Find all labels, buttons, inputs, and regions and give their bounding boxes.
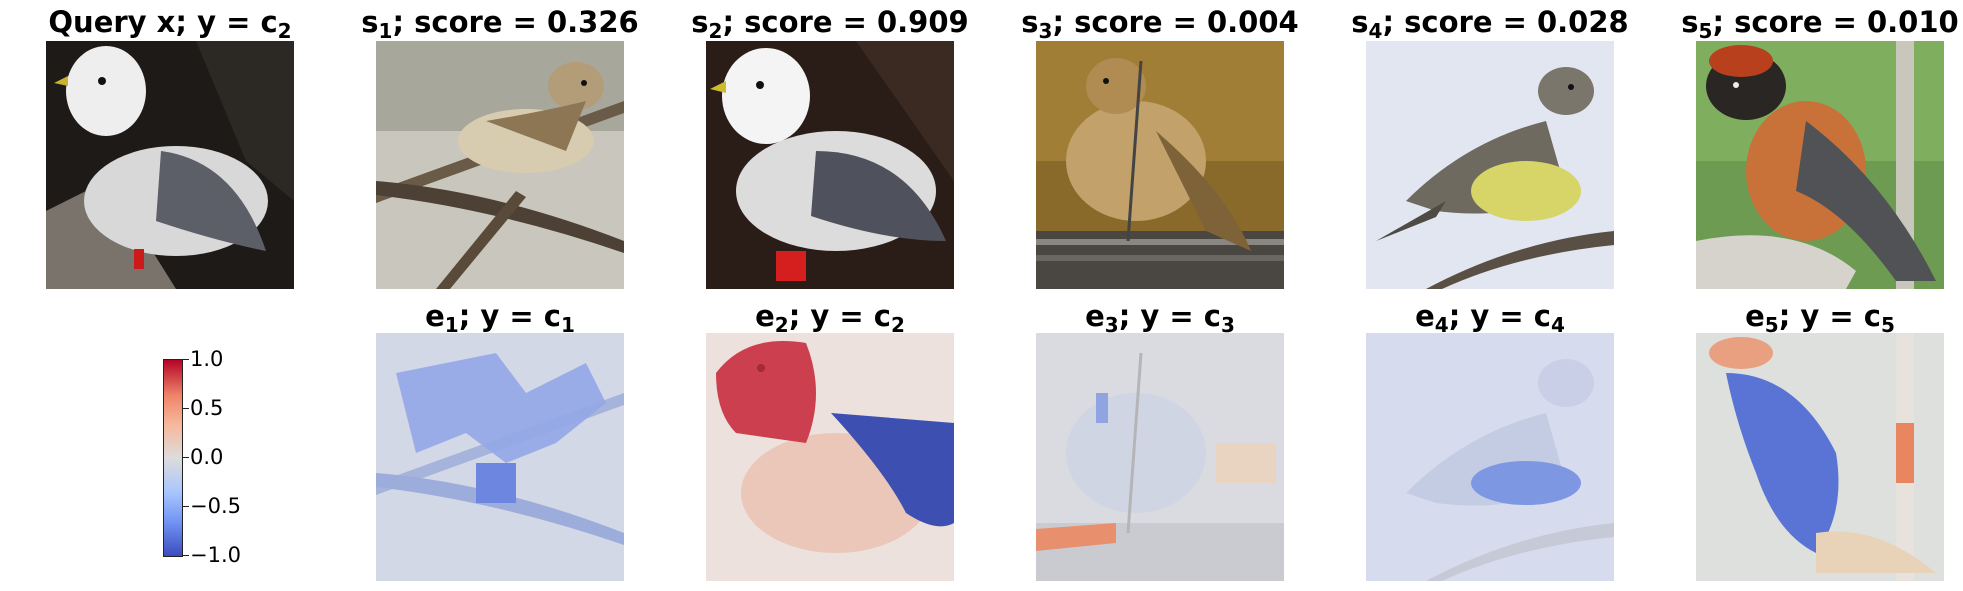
sample-3-title: s3; score = 0.004 [1021,5,1299,43]
colorbar-tick [182,506,189,507]
sample-1-image [376,41,624,289]
explanation-2-title: e2; y = c2 [755,299,905,337]
colorbar-tick-label: 0.5 [190,396,224,420]
colorbar-tick-label: 1.0 [190,347,224,371]
explanation-1-title: e1; y = c1 [425,299,575,337]
colorbar-tick [182,555,189,556]
colorbar-tick [182,359,189,360]
explanation-3-heatmap [1036,333,1284,581]
sample-4-image [1366,41,1614,289]
sample-5-title: s5; score = 0.010 [1681,5,1959,43]
explanation-4-heatmap [1366,333,1614,581]
sample-2-image [706,41,954,289]
colorbar-tick [182,457,189,458]
explanation-5-heatmap [1696,333,1944,581]
sample-4-title: s4; score = 0.028 [1351,5,1629,43]
explanation-1-heatmap [376,333,624,581]
sample-3-image [1036,41,1284,289]
sample-2-title: s2; score = 0.909 [691,5,969,43]
sample-5-image [1696,41,1944,289]
explanation-5-title: e5; y = c5 [1745,299,1895,337]
colorbar-tick-label: −1.0 [190,543,241,567]
colorbar-tick [182,408,189,409]
explanation-2-heatmap [706,333,954,581]
colorbar-tick-label: 0.0 [190,445,224,469]
sample-1-title: s1; score = 0.326 [361,5,639,43]
query-title: Query x; y = c2 [48,5,292,43]
query-image [46,41,294,289]
explanation-4-title: e4; y = c4 [1415,299,1565,337]
explanation-3-title: e3; y = c3 [1085,299,1235,337]
colorbar-tick-label: −0.5 [190,494,241,518]
colorbar [163,359,183,557]
